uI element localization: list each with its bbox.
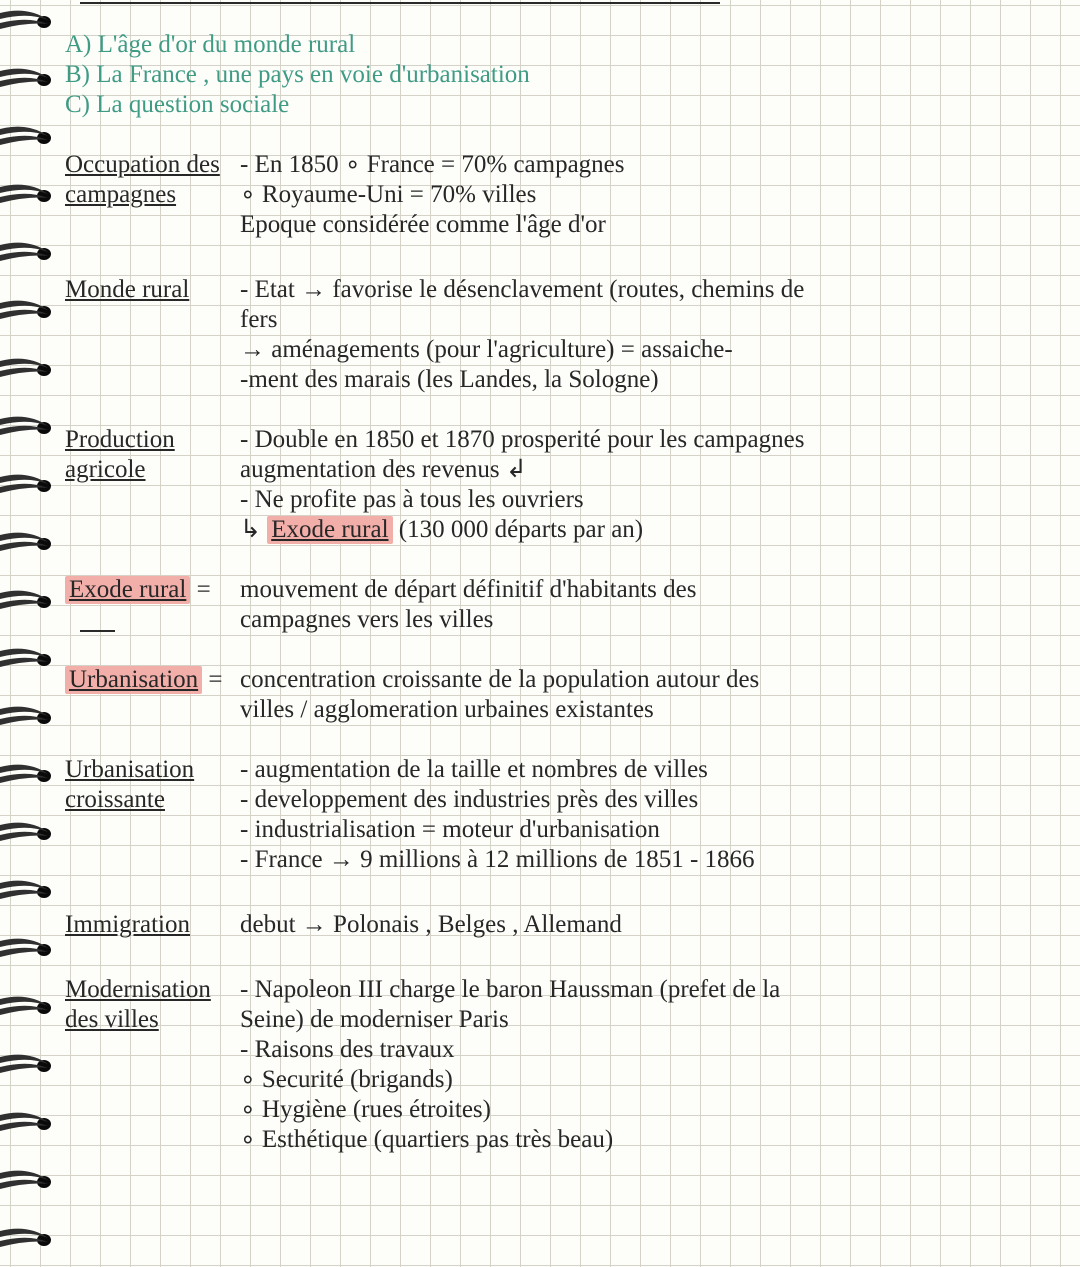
spiral-ring: [0, 126, 56, 148]
spiral-ring: [0, 416, 56, 438]
section-body: mouvement de départ définitif d'habitant…: [240, 575, 1065, 635]
subheading-c: C) La question sociale: [65, 90, 1065, 120]
section-label: Occupation des campagnes: [65, 150, 240, 210]
section-body: debut → Polonais , Belges , Allemand: [240, 910, 1065, 940]
subheading-b: B) La France , une pays en voie d'urbani…: [65, 60, 1065, 90]
spiral-ring: [0, 1112, 56, 1134]
section-label: Urbanisation croissante: [65, 755, 240, 815]
section-body: - Etat → favorise le désenclavement (rou…: [240, 275, 1065, 395]
section-body: concentration croissante de la populatio…: [240, 665, 1065, 725]
spiral-ring: [0, 996, 56, 1018]
spiral-ring: [0, 242, 56, 264]
section-label: Production agricole: [65, 425, 240, 485]
title-underline: [80, 2, 720, 4]
spiral-ring: [0, 706, 56, 728]
spiral-ring: [0, 764, 56, 786]
section-body: - Napoleon III charge le baron Haussman …: [240, 975, 1065, 1155]
section-label: Modernisation des villes: [65, 975, 240, 1035]
section-label-hl: Urbanisation =: [65, 665, 240, 695]
notebook-page: A) L'âge d'or du monde rural B) La Franc…: [0, 0, 1080, 1267]
spiral-ring: [0, 300, 56, 322]
spiral-ring: [0, 68, 56, 90]
section-body: - Double en 1850 et 1870 prosperité pour…: [240, 425, 1065, 545]
spiral-ring: [0, 474, 56, 496]
spiral-ring: [0, 590, 56, 612]
spiral-ring: [0, 880, 56, 902]
section-body: - En 1850 ∘ France = 70% campagnes ∘ Roy…: [240, 150, 1065, 240]
highlight-exode: Exode rural: [267, 516, 392, 544]
spiral-ring: [0, 1228, 56, 1250]
spiral-ring: [0, 648, 56, 670]
spiral-ring: [0, 358, 56, 380]
section-label: Monde rural: [65, 275, 240, 305]
spiral-ring: [0, 532, 56, 554]
divider-dash: [80, 630, 115, 632]
section-label: Immigration: [65, 910, 240, 940]
spiral-ring: [0, 10, 56, 32]
section-label-hl: Exode rural =: [65, 575, 240, 605]
spiral-ring: [0, 184, 56, 206]
spiral-ring: [0, 938, 56, 960]
spiral-ring: [0, 822, 56, 844]
spiral-ring: [0, 1054, 56, 1076]
subheading-a: A) L'âge d'or du monde rural: [65, 30, 1065, 60]
section-body: - augmentation de la taille et nombres d…: [240, 755, 1065, 875]
spiral-binding: [0, 0, 56, 1267]
spiral-ring: [0, 1170, 56, 1192]
